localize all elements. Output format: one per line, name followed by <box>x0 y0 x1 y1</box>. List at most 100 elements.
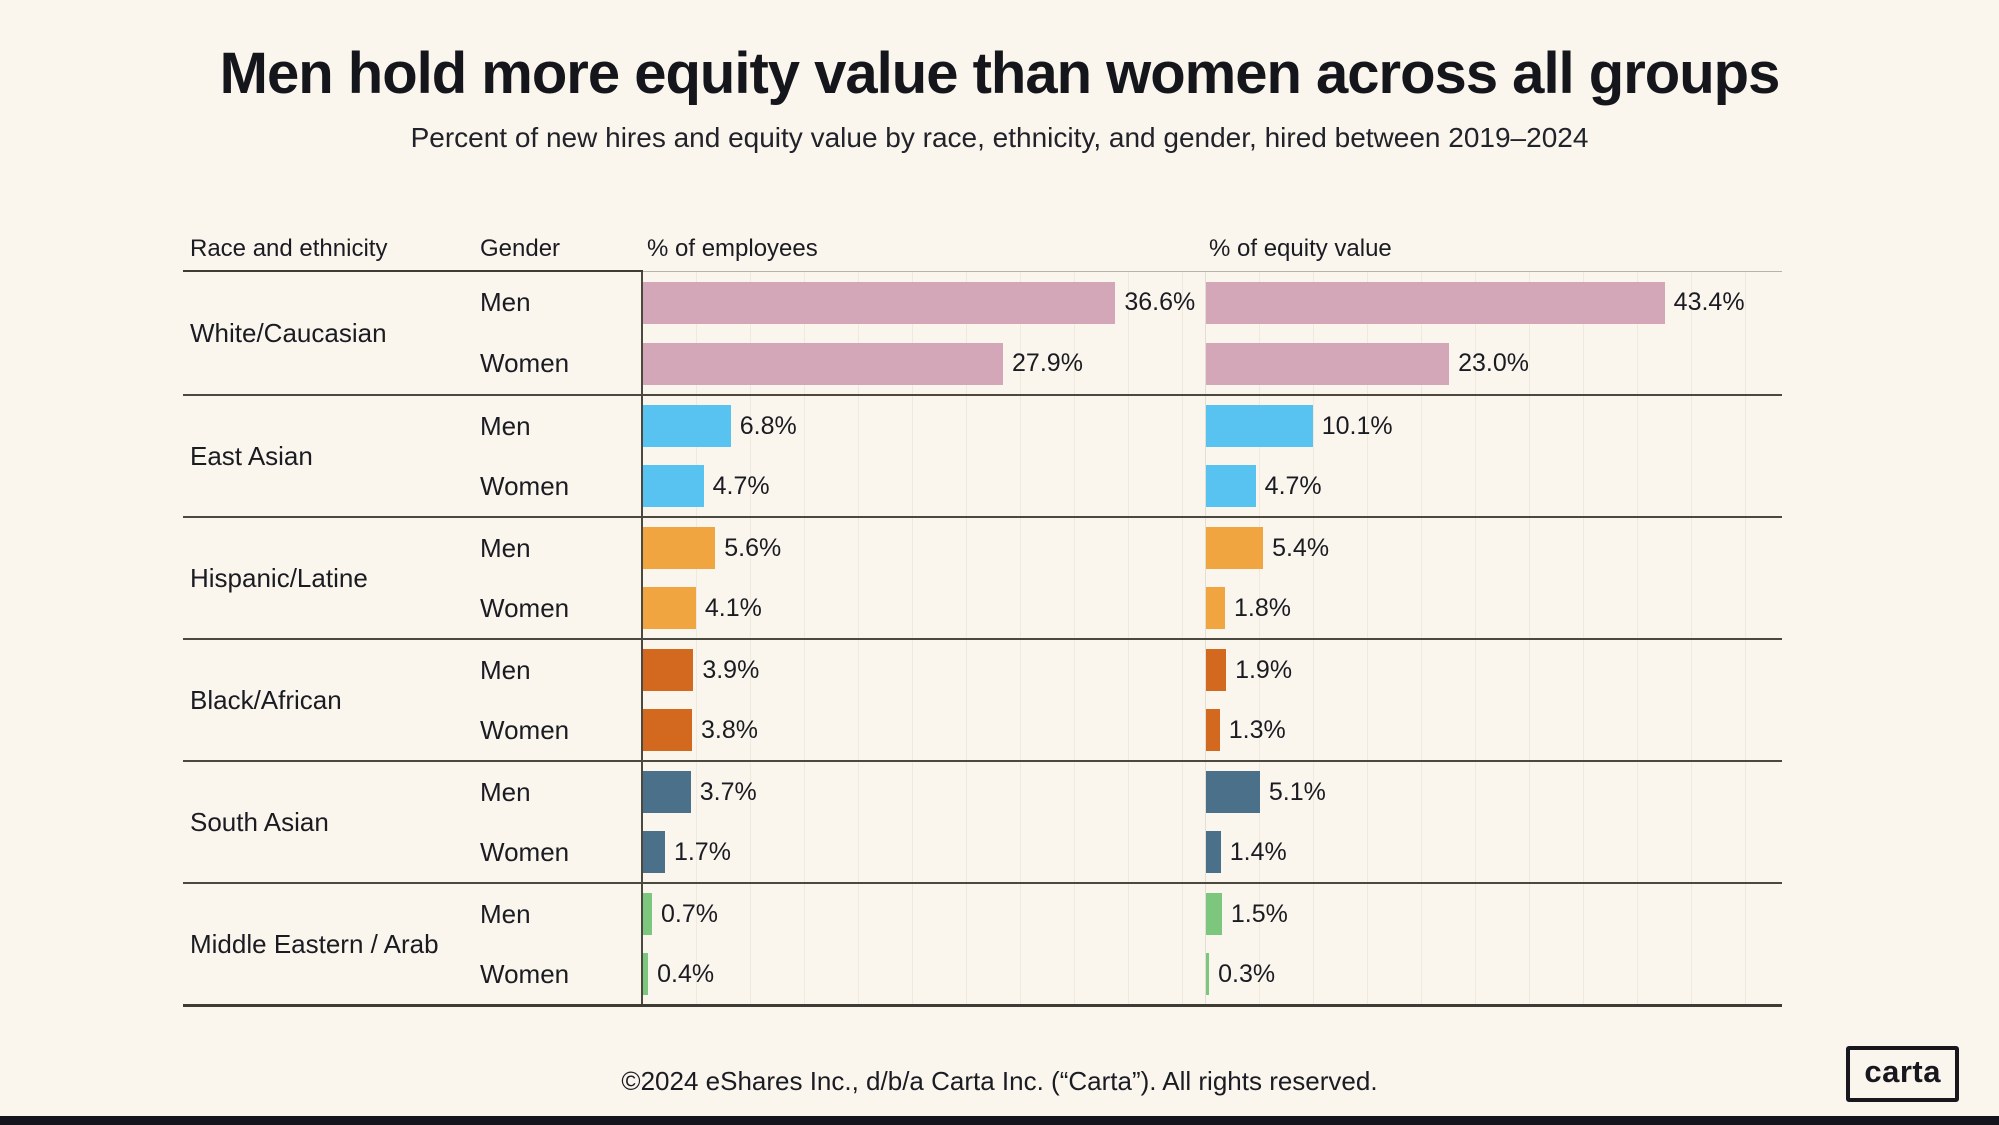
race-group-row: Black/African Men Women 3.9% 3.8% 1.9% <box>183 638 1782 760</box>
bar-chart-table: Race and ethnicity Gender % of employees… <box>183 230 1782 1007</box>
bar-row-equity-men: 5.4% <box>1206 518 1782 578</box>
bar-row-equity-women: 0.3% <box>1206 944 1782 1004</box>
bar-employees-women <box>643 709 693 751</box>
gender-label-men: Men <box>480 287 531 317</box>
panel-gap <box>1185 884 1205 1004</box>
bar-value-employees-men: 3.7% <box>699 777 757 806</box>
bar-equity-men <box>1206 281 1665 324</box>
gender-cell: Men Women <box>453 640 643 760</box>
bar-equity-women <box>1206 465 1256 507</box>
bar-employees-women <box>643 465 704 507</box>
employees-panel: 3.9% 3.8% <box>643 640 1185 760</box>
race-cell: South Asian <box>183 762 453 882</box>
bar-employees-women <box>643 587 696 629</box>
bar-value-equity-women: 1.8% <box>1234 593 1291 622</box>
gender-label-women: Women <box>480 836 570 867</box>
bar-value-employees-men: 0.7% <box>661 899 719 928</box>
bar-row-employees-women: 4.7% <box>643 456 1185 516</box>
column-header-equity-value: % of equity value <box>1209 235 1392 262</box>
bar-row-employees-women: 0.4% <box>643 944 1185 1004</box>
chart-header-left: Race and ethnicity Gender <box>183 230 643 272</box>
bar-row-equity-women: 4.7% <box>1206 456 1782 516</box>
panel-gap <box>1185 396 1205 516</box>
bar-value-equity-women: 4.7% <box>1264 471 1322 500</box>
panel-gap <box>1185 762 1205 882</box>
gender-cell: Men Women <box>453 762 643 882</box>
bar-value-employees-women: 0.4% <box>657 959 715 988</box>
bar-employees-men <box>643 405 731 447</box>
bar-row-equity-men: 10.1% <box>1206 396 1782 456</box>
bar-value-equity-men: 10.1% <box>1321 411 1393 440</box>
bar-row-employees-women: 1.7% <box>643 822 1185 882</box>
race-label: Middle Eastern / Arab <box>190 928 439 959</box>
bar-employees-women <box>643 342 1004 385</box>
race-cell: White/Caucasian <box>183 272 453 394</box>
bar-row-employees-men: 0.7% <box>643 884 1185 944</box>
page-title: Men hold more equity value than women ac… <box>219 41 1781 106</box>
race-cell: Middle Eastern / Arab <box>183 884 453 1004</box>
bar-value-employees-women: 1.7% <box>673 837 731 866</box>
race-group-row: East Asian Men Women 6.8% 4.7% 10.1% <box>183 394 1782 516</box>
bar-row-employees-men: 3.9% <box>643 640 1185 700</box>
column-header-race: Race and ethnicity <box>190 235 388 262</box>
bar-equity-men <box>1206 405 1313 447</box>
bar-value-equity-women: 23.0% <box>1458 349 1529 377</box>
bar-row-employees-men: 3.7% <box>643 762 1185 822</box>
bar-value-equity-men: 5.4% <box>1272 533 1330 562</box>
bar-equity-men <box>1206 771 1260 813</box>
gender-label-women: Women <box>480 958 570 989</box>
bar-value-employees-women: 3.8% <box>701 715 759 744</box>
bar-employees-women <box>643 953 649 995</box>
bar-row-equity-women: 1.3% <box>1206 700 1782 760</box>
bar-value-equity-men: 1.9% <box>1235 655 1293 684</box>
race-label: South Asian <box>190 806 329 837</box>
bar-row-equity-men: 5.1% <box>1206 762 1782 822</box>
bar-employees-men <box>643 281 1116 324</box>
bar-row-equity-women: 1.4% <box>1206 822 1782 882</box>
bar-employees-women <box>643 831 665 873</box>
bar-equity-women <box>1206 342 1450 385</box>
race-label: East Asian <box>190 440 313 471</box>
bar-equity-men <box>1206 649 1227 691</box>
bar-row-equity-women: 1.8% <box>1206 578 1782 638</box>
gender-cell: Men Women <box>453 396 643 516</box>
bar-employees-men <box>643 649 694 691</box>
bar-equity-men <box>1206 893 1222 935</box>
bar-row-equity-women: 23.0% <box>1206 333 1782 394</box>
gender-cell: Men Women <box>453 884 643 1004</box>
employees-panel: 5.6% 4.1% <box>643 518 1185 638</box>
chart-body: White/Caucasian Men Women 36.6% 27.9% 43… <box>183 272 1782 1007</box>
bar-value-equity-women: 0.3% <box>1218 959 1276 988</box>
bar-row-employees-men: 36.6% <box>643 272 1195 333</box>
bar-row-equity-men: 1.9% <box>1206 640 1782 700</box>
equity-panel: 10.1% 4.7% <box>1205 396 1782 516</box>
race-label: Hispanic/Latine <box>190 562 368 593</box>
bar-employees-men <box>643 527 716 569</box>
bar-row-equity-men: 1.5% <box>1206 884 1782 944</box>
employees-panel: 3.7% 1.7% <box>643 762 1185 882</box>
bar-row-employees-women: 27.9% <box>643 333 1185 394</box>
bar-row-employees-men: 5.6% <box>643 518 1185 578</box>
race-group-row: South Asian Men Women 3.7% 1.7% 5.1% <box>183 760 1782 882</box>
gender-label-men: Men <box>480 654 531 685</box>
page-subtitle: Percent of new hires and equity value by… <box>410 122 1589 153</box>
bar-value-employees-men: 5.6% <box>724 533 782 562</box>
bar-employees-men <box>643 893 653 935</box>
bar-equity-women <box>1206 831 1221 873</box>
panel-gap <box>1185 272 1205 394</box>
equity-panel: 5.4% 1.8% <box>1205 518 1782 638</box>
column-header-employees: % of employees <box>647 235 818 262</box>
gender-cell: Men Women <box>453 518 643 638</box>
bar-value-employees-women: 4.1% <box>704 593 762 622</box>
gender-label-women: Women <box>480 714 570 745</box>
bar-equity-women <box>1206 587 1226 629</box>
gender-cell: Men Women <box>453 272 643 394</box>
bar-equity-women <box>1206 709 1220 751</box>
bar-employees-men <box>643 771 691 813</box>
race-cell: Hispanic/Latine <box>183 518 453 638</box>
carta-logo: carta <box>1846 1046 1959 1102</box>
equity-panel: 5.1% 1.4% <box>1205 762 1782 882</box>
bar-value-equity-men: 5.1% <box>1268 777 1326 806</box>
employees-panel: 36.6% 27.9% <box>643 272 1195 394</box>
bar-row-employees-men: 6.8% <box>643 396 1185 456</box>
